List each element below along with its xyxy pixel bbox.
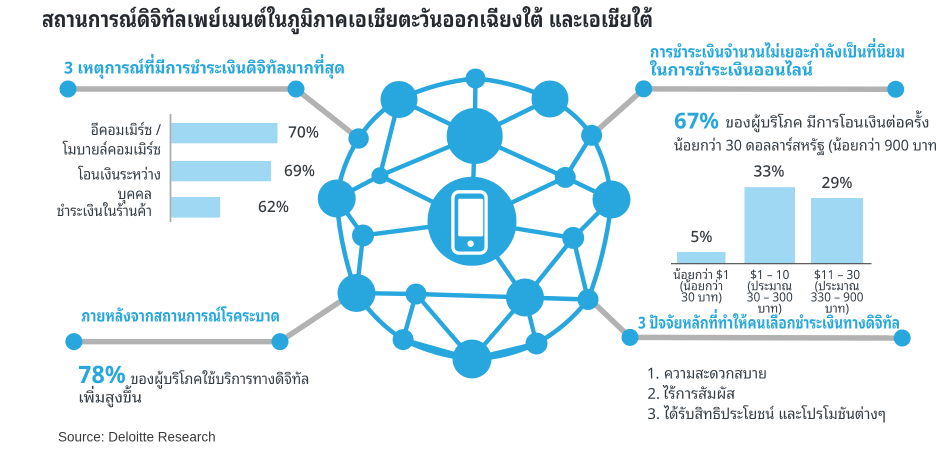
- svg-text:Source: Deloitte Research: Source: Deloitte Research: [58, 430, 216, 445]
